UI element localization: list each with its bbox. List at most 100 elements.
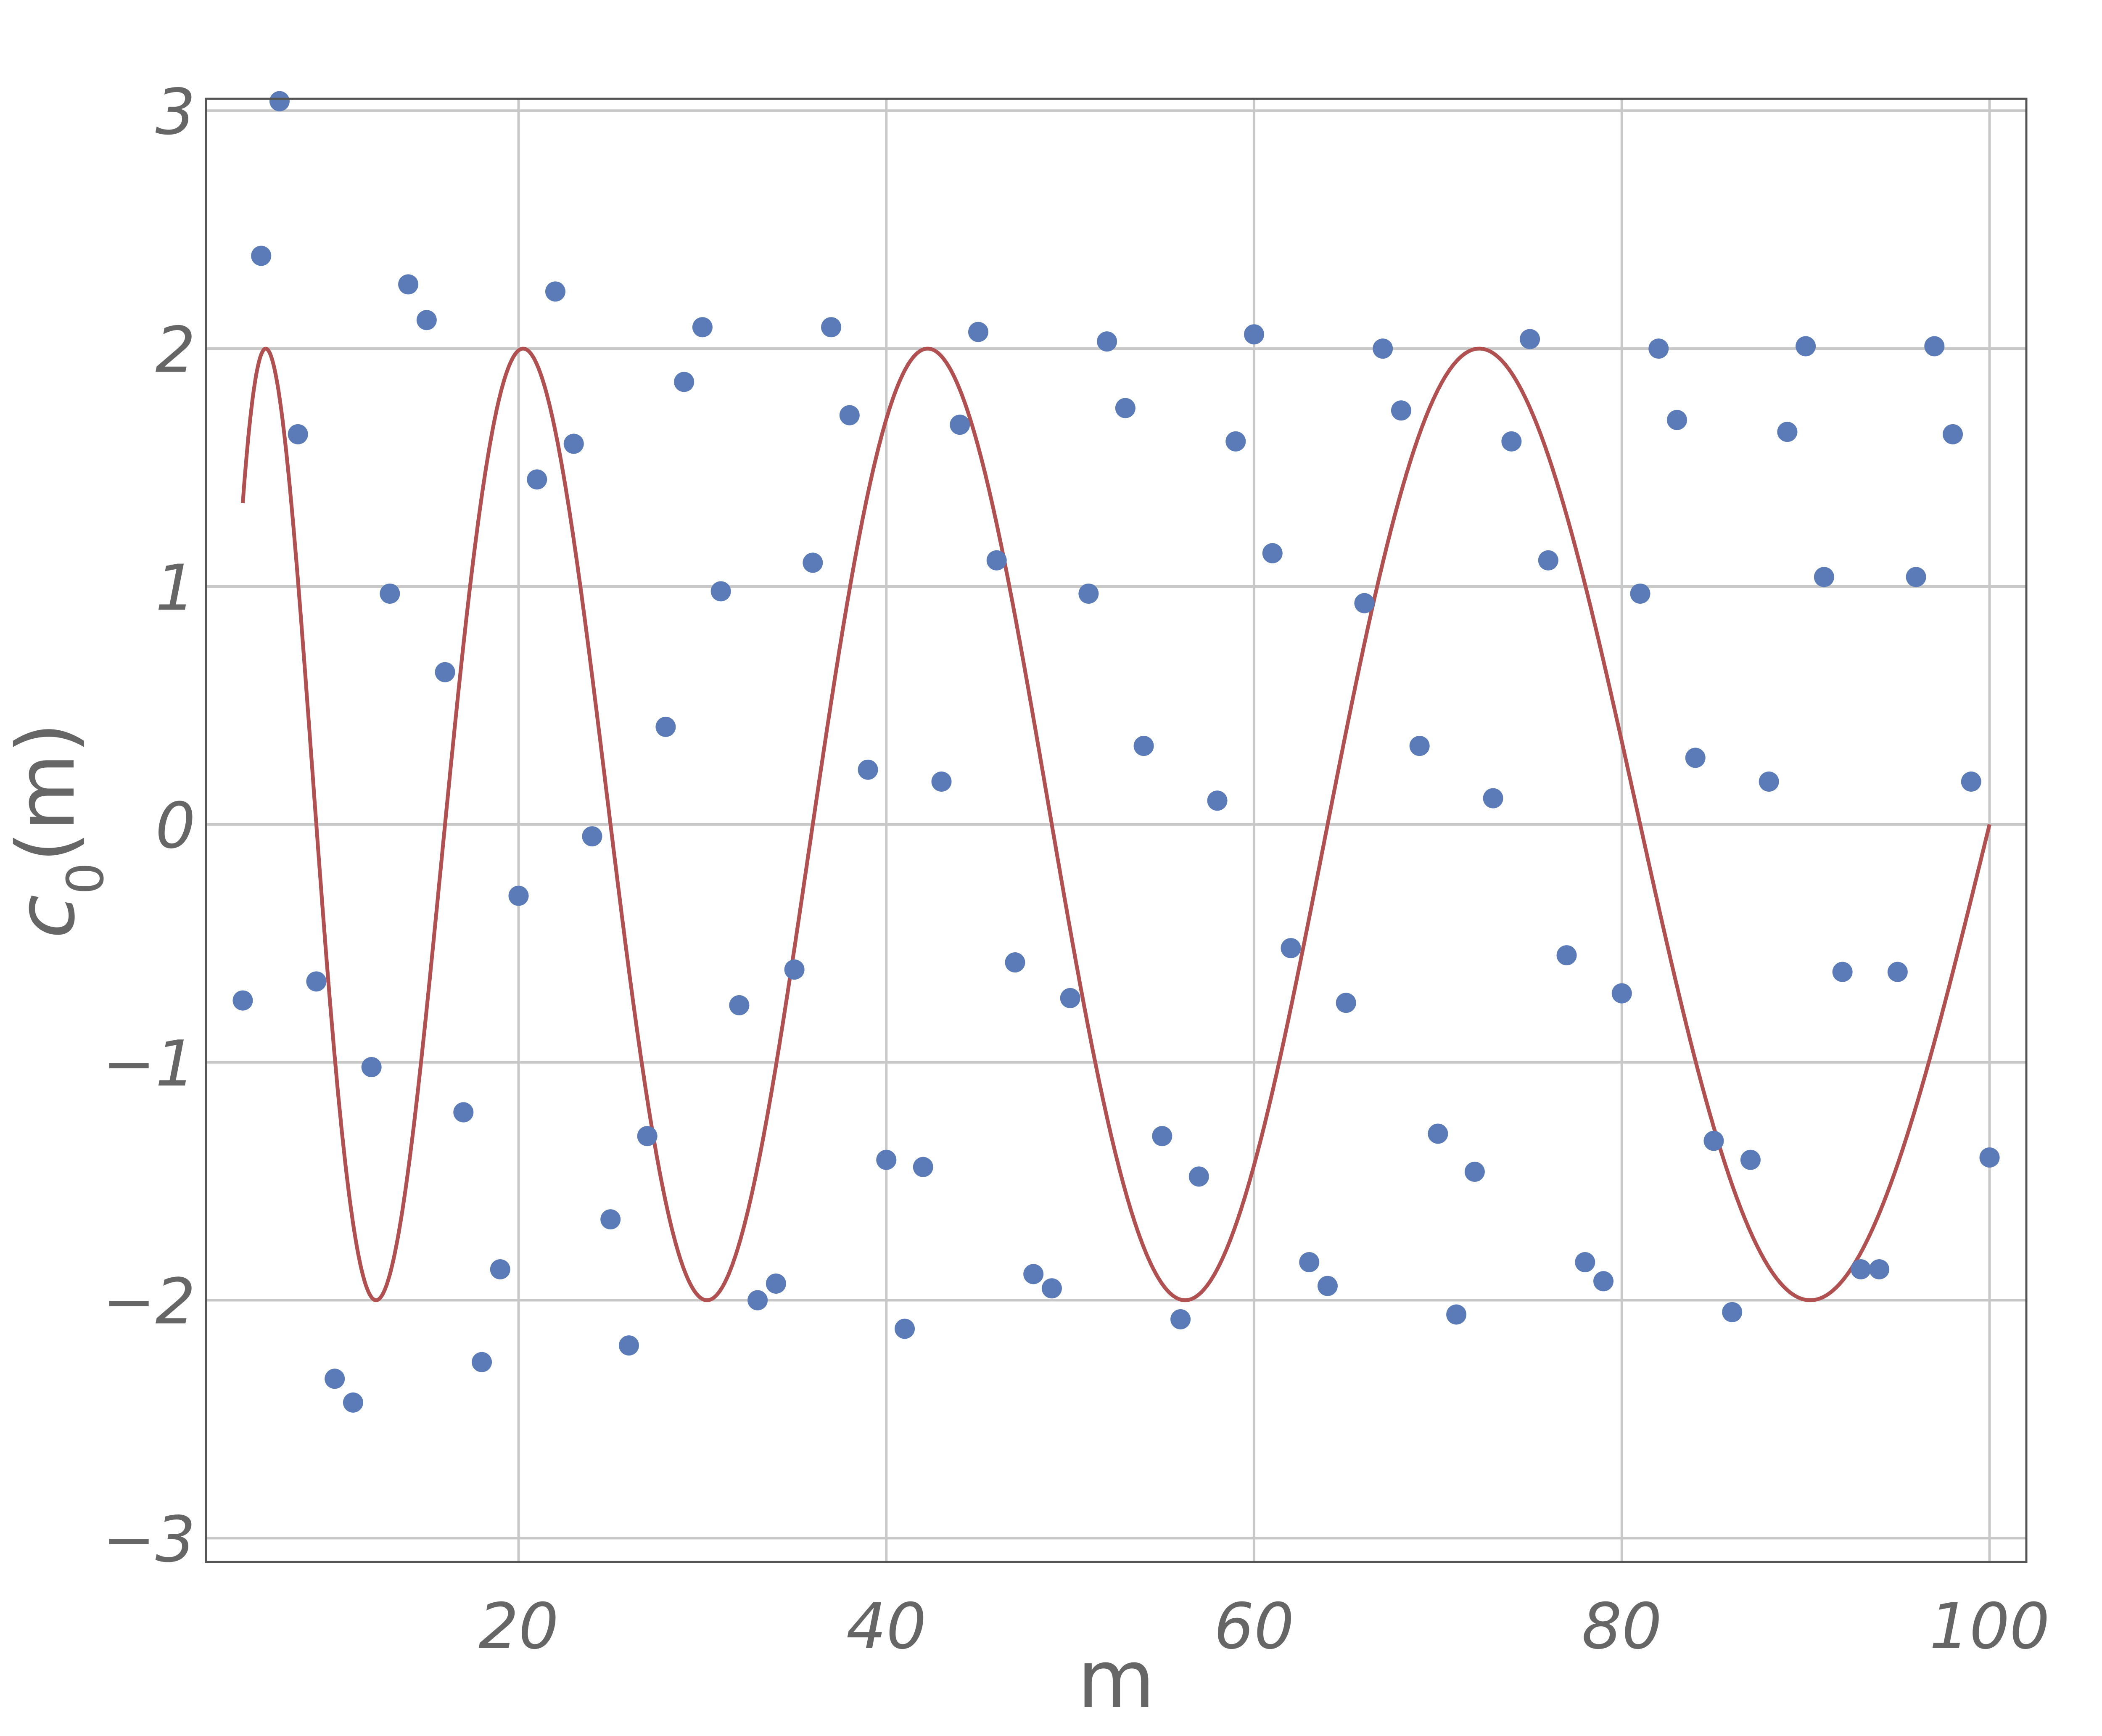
- data-point-16: [435, 662, 455, 682]
- x-tick-label-80: 80: [1582, 1590, 1662, 1663]
- data-point-68: [1391, 400, 1411, 421]
- data-point-44: [950, 415, 970, 435]
- data-point-28: [655, 716, 676, 737]
- data-point-10: [325, 1369, 345, 1389]
- data-point-53: [1115, 398, 1136, 418]
- data-point-22: [545, 281, 566, 302]
- plot-frame: [205, 98, 2028, 1563]
- x-tick-label-20: 20: [478, 1590, 559, 1663]
- data-point-61: [1262, 543, 1283, 563]
- data-point-96: [1906, 567, 1926, 587]
- y-tick-label-3: 3: [156, 76, 195, 149]
- data-points-layer: [232, 91, 2000, 1413]
- data-point-13: [380, 583, 400, 604]
- data-point-82: [1648, 338, 1669, 359]
- data-point-55: [1152, 1126, 1172, 1147]
- data-point-92: [1832, 962, 1853, 982]
- data-point-50: [1060, 988, 1080, 1008]
- data-point-33: [747, 1290, 768, 1311]
- data-point-45: [968, 322, 988, 342]
- data-point-69: [1409, 736, 1430, 756]
- data-point-90: [1796, 336, 1816, 357]
- y-tick-label-1: 1: [156, 552, 195, 625]
- data-point-8: [288, 424, 308, 444]
- data-point-25: [600, 1209, 621, 1230]
- y-axis-label-main: c: [0, 895, 92, 938]
- data-point-80: [1611, 983, 1632, 1004]
- data-point-19: [490, 1259, 510, 1279]
- data-point-83: [1666, 410, 1687, 430]
- data-point-94: [1869, 1259, 1890, 1279]
- data-point-54: [1133, 736, 1154, 756]
- data-point-99: [1961, 772, 1981, 792]
- data-point-91: [1814, 567, 1834, 587]
- data-point-35: [784, 959, 805, 980]
- y-tick-label--3: −3: [103, 1503, 195, 1576]
- data-point-88: [1759, 772, 1779, 792]
- data-point-73: [1483, 788, 1503, 809]
- data-point-59: [1225, 431, 1246, 452]
- data-point-81: [1630, 583, 1650, 604]
- data-point-32: [729, 995, 750, 1015]
- data-point-97: [1924, 336, 1945, 357]
- data-point-89: [1777, 422, 1798, 442]
- y-tick-label-2: 2: [156, 314, 195, 387]
- tick-labels: 20 40 60 80 100 −3 −2 −1 0 1 2 3: [103, 76, 2050, 1663]
- data-point-42: [913, 1157, 933, 1177]
- data-point-48: [1023, 1264, 1044, 1284]
- data-point-24: [582, 826, 602, 847]
- data-point-79: [1593, 1271, 1614, 1292]
- data-point-76: [1538, 550, 1558, 571]
- data-point-26: [618, 1335, 639, 1356]
- data-point-49: [1041, 1278, 1062, 1299]
- data-point-84: [1685, 748, 1706, 768]
- data-point-5: [232, 990, 253, 1011]
- data-point-93: [1851, 1259, 1871, 1279]
- data-point-46: [986, 550, 1007, 571]
- fit-curve-layer: [241, 346, 1991, 1303]
- data-point-43: [931, 772, 952, 792]
- data-point-38: [839, 405, 860, 425]
- data-point-56: [1170, 1309, 1191, 1329]
- data-point-7: [269, 91, 290, 111]
- x-tick-label-40: 40: [846, 1590, 927, 1663]
- data-point-65: [1336, 993, 1356, 1013]
- data-point-20: [508, 885, 529, 906]
- y-axis-label: c0(m): [0, 722, 115, 938]
- x-axis-label: m: [1077, 1633, 1155, 1726]
- data-point-66: [1354, 593, 1375, 613]
- data-point-37: [821, 317, 842, 338]
- data-point-12: [361, 1057, 382, 1078]
- data-point-86: [1722, 1302, 1743, 1322]
- data-point-71: [1446, 1304, 1467, 1325]
- y-tick-label--1: −1: [103, 1028, 195, 1101]
- data-point-39: [858, 759, 878, 780]
- x-tick-label-60: 60: [1214, 1590, 1294, 1663]
- data-point-9: [306, 971, 327, 992]
- data-point-52: [1097, 331, 1117, 352]
- data-point-100: [1979, 1147, 2000, 1168]
- x-tick-label-100: 100: [1929, 1590, 2049, 1663]
- data-point-11: [343, 1392, 363, 1413]
- data-point-63: [1299, 1252, 1320, 1273]
- data-point-31: [710, 581, 731, 602]
- data-point-60: [1244, 324, 1265, 345]
- data-point-15: [416, 310, 437, 330]
- data-point-98: [1943, 424, 1963, 444]
- data-point-87: [1740, 1149, 1761, 1170]
- data-point-62: [1281, 938, 1301, 959]
- data-point-14: [398, 274, 419, 295]
- data-point-70: [1428, 1123, 1448, 1144]
- y-tick-label--2: −2: [103, 1266, 195, 1339]
- data-point-23: [563, 433, 584, 454]
- data-point-21: [527, 469, 547, 490]
- data-point-41: [895, 1319, 915, 1339]
- data-point-47: [1005, 952, 1025, 973]
- data-point-18: [472, 1352, 492, 1372]
- data-point-74: [1501, 431, 1522, 452]
- y-axis-label-tail: (m): [0, 722, 92, 862]
- data-point-72: [1464, 1162, 1485, 1182]
- data-point-29: [674, 372, 695, 392]
